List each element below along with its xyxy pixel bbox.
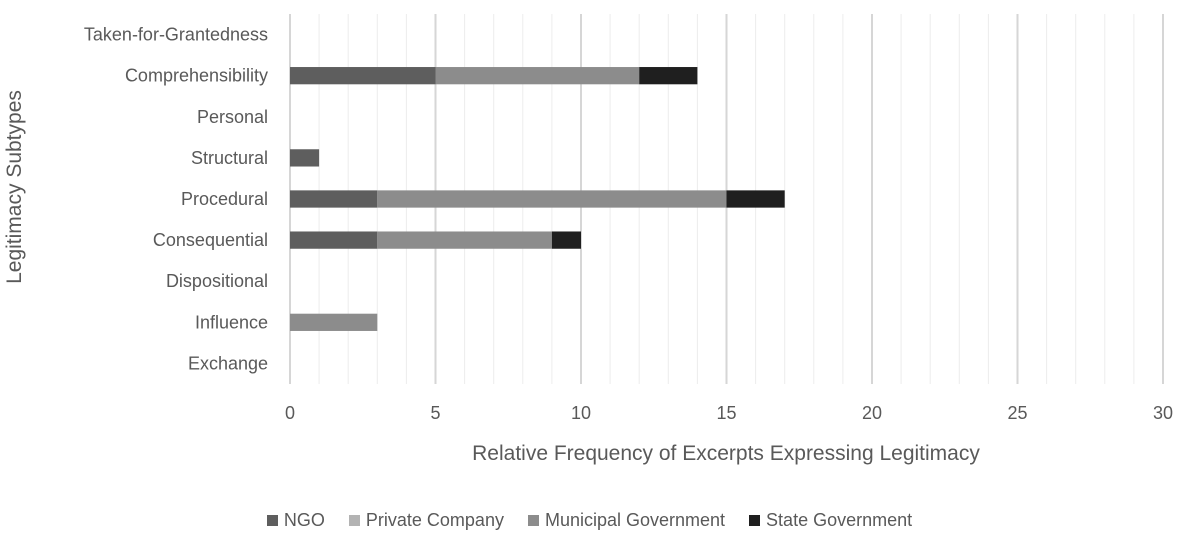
chart: Taken-for-Grantedness Comprehensibility Pe… <box>3 14 1173 465</box>
bar-segment <box>639 67 698 85</box>
legend-item: Municipal Government <box>527 509 726 531</box>
category-label: Consequential <box>153 230 268 250</box>
x-axis-title: Relative Frequency of Excerpts Expressin… <box>472 442 980 465</box>
bar-segment <box>290 231 378 249</box>
legend: NGO Private Company Municipal Government St… <box>0 506 1179 534</box>
x-tick-label: 25 <box>1007 403 1027 423</box>
x-tick-label: 20 <box>862 403 882 423</box>
category-label: Exchange <box>188 353 268 373</box>
category-label: Personal <box>197 107 268 127</box>
category-label: Taken-for-Grantedness <box>84 25 268 45</box>
legend-swatch <box>266 514 278 526</box>
category-label: Influence <box>195 312 268 332</box>
legend-label: State Government <box>766 509 913 530</box>
bar-segment <box>435 67 640 85</box>
legend-swatch <box>749 514 761 526</box>
legend-item: Private Company <box>348 509 504 531</box>
x-tick-label: 30 <box>1153 403 1173 423</box>
category-label: Comprehensibility <box>125 66 268 86</box>
x-tick-label: 0 <box>285 403 295 423</box>
x-tick-labels: 0 5 10 15 20 25 30 <box>285 403 1173 423</box>
x-tick-label: 5 <box>430 403 440 423</box>
bar-segment <box>290 67 436 85</box>
bar-segment <box>290 149 320 167</box>
bar-segment <box>377 190 727 208</box>
legend-item: State Government <box>749 510 912 531</box>
category-label: Structural <box>191 148 268 168</box>
bar-segment <box>726 190 785 208</box>
category-labels: Taken-for-Grantedness Comprehensibility Pe… <box>84 25 268 374</box>
legend-label: NGO <box>283 509 325 530</box>
x-tick-label: 15 <box>716 403 736 423</box>
bar-segment <box>377 231 552 249</box>
category-label: Procedural <box>181 189 268 209</box>
bar-segment <box>551 231 581 249</box>
y-axis-title: Legitimacy Subtypes <box>3 90 26 284</box>
legend-label: Private Company <box>365 509 504 530</box>
legend-item: NGO <box>266 509 325 531</box>
bars <box>290 67 785 331</box>
x-tick-label: 10 <box>571 403 591 423</box>
legend-swatch <box>527 514 539 526</box>
legend-label: Municipal Government <box>544 509 726 530</box>
legend-swatch <box>348 514 360 526</box>
bar-segment <box>290 313 378 331</box>
category-label: Dispositional <box>166 271 268 291</box>
bar-segment <box>290 190 378 208</box>
